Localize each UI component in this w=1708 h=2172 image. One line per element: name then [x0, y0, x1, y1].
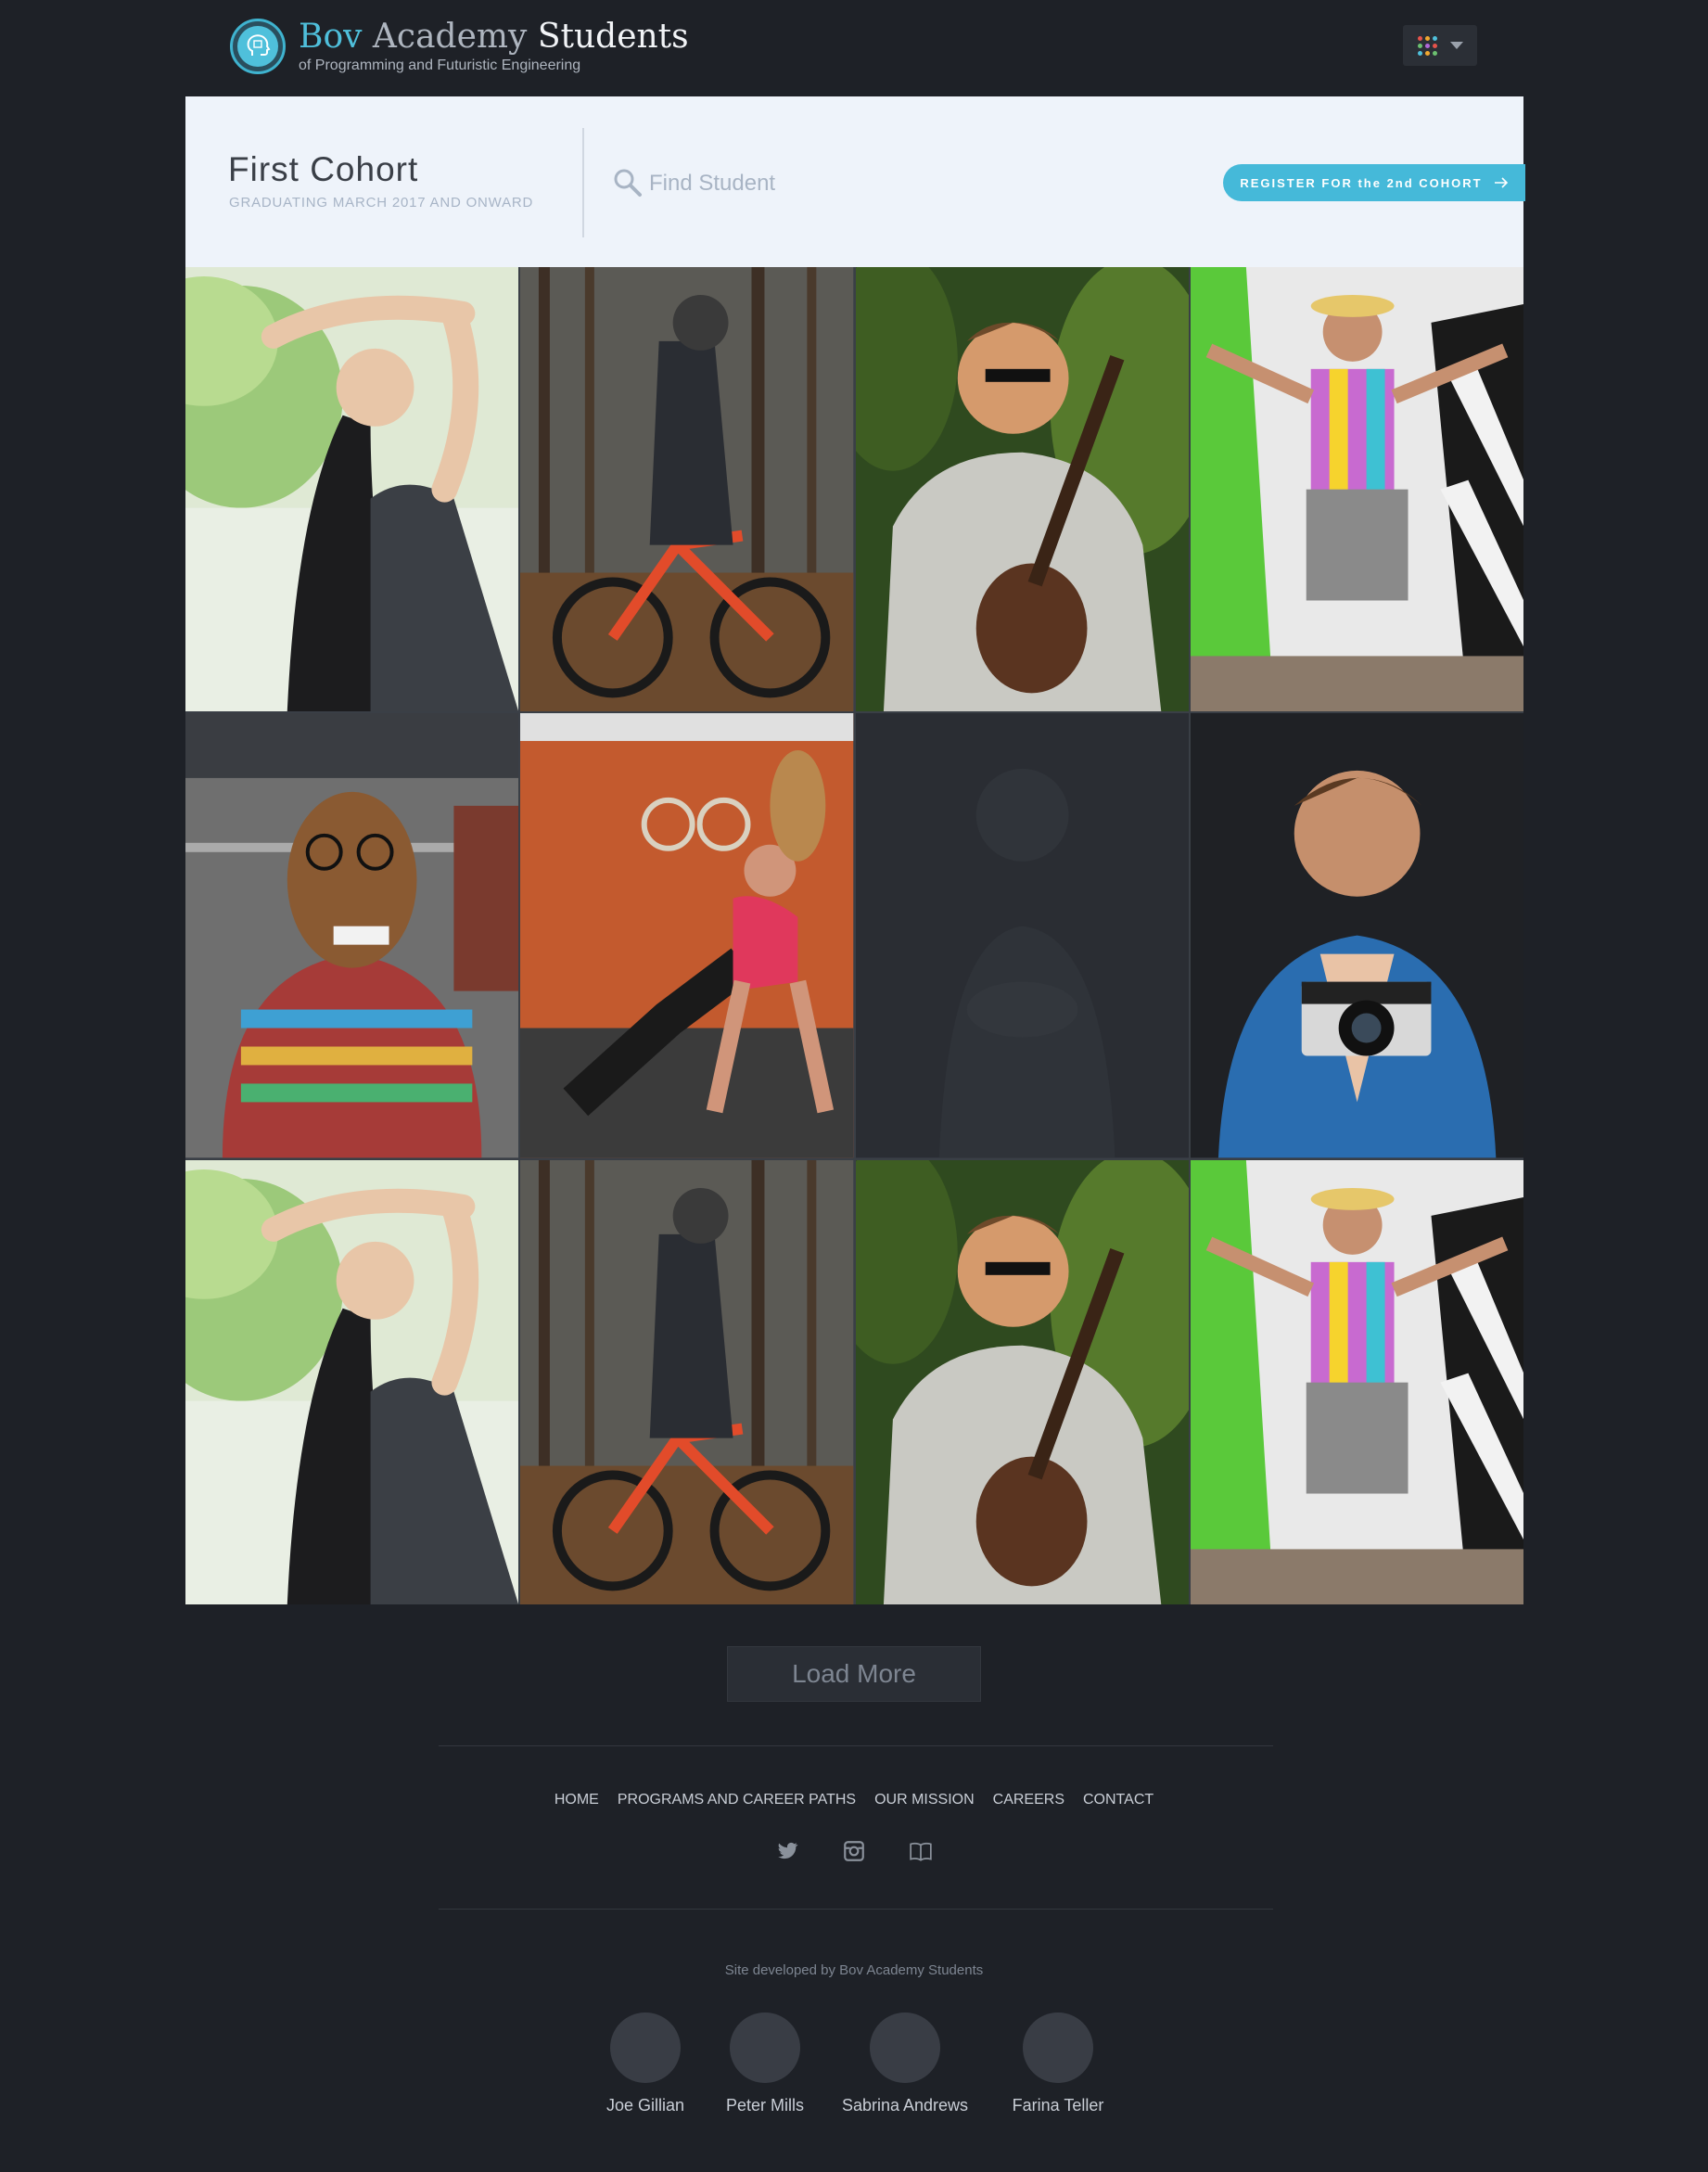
load-more-button[interactable]: Load More	[727, 1646, 981, 1702]
panel-divider	[582, 128, 584, 237]
costume-man-photo	[1190, 267, 1523, 712]
student-photo-tile[interactable]	[520, 1159, 854, 1604]
woman-stretching-photo	[185, 267, 519, 712]
student-photo-tile[interactable]	[1190, 1159, 1523, 1604]
register-button-label: REGISTER FOR the 2nd COHORT	[1240, 175, 1483, 190]
brand-academy: Academy	[372, 18, 528, 56]
brand-students: Students	[537, 18, 689, 56]
student-photo-tile[interactable]	[855, 267, 1189, 712]
ukulele-player-photo	[855, 267, 1189, 712]
avatar	[610, 2012, 681, 2083]
horse-mask-photo	[185, 713, 519, 1158]
developer-name: Joe Gillian	[605, 2096, 685, 2115]
developer-name: Farina Teller	[1012, 2096, 1104, 2115]
student-photo-tile[interactable]	[855, 713, 1189, 1158]
costume-man-photo	[1190, 1159, 1523, 1604]
apps-menu-button[interactable]	[1403, 25, 1477, 66]
register-button[interactable]: REGISTER FOR the 2nd COHORT	[1223, 164, 1525, 201]
developer-card[interactable]: Sabrina Andrews	[831, 2012, 979, 2115]
twitter-icon[interactable]	[775, 1839, 799, 1863]
footer-nav: HOME PROGRAMS AND CAREER PATHS OUR MISSI…	[0, 1792, 1708, 1808]
head-circuit-icon[interactable]	[230, 19, 286, 74]
apps-grid-icon	[1417, 35, 1437, 56]
book-icon[interactable]	[909, 1839, 933, 1863]
student-photo-grid	[185, 267, 1523, 1604]
camera-man-photo	[1190, 713, 1523, 1158]
developer-name: Sabrina Andrews	[841, 2096, 969, 2115]
cohort-title: First Cohort	[228, 150, 419, 188]
footer-nav-contact[interactable]: CONTACT	[1083, 1792, 1154, 1808]
cohort-subtitle: GRADUATING MARCH 2017 AND ONWARD	[229, 195, 534, 211]
avatar	[730, 2012, 800, 2083]
student-search-input[interactable]	[649, 160, 1020, 208]
developer-card[interactable]: Farina Teller	[984, 2012, 1132, 2115]
social-links	[0, 1839, 1708, 1863]
site-header: Bov Academy Students of Programming and …	[0, 0, 1708, 96]
developer-name: Peter Mills	[725, 2096, 804, 2115]
developer-card[interactable]: Joe Gillian	[571, 2012, 720, 2115]
developer-card[interactable]: Peter Mills	[691, 2012, 839, 2115]
site-credit: Site developed by Bov Academy Students	[724, 1962, 984, 1978]
pushup-gym-photo	[520, 713, 854, 1158]
mountain-biker-photo	[520, 1159, 854, 1604]
brand[interactable]: Bov Academy Students of Programming and …	[299, 17, 689, 74]
chevron-down-icon	[1449, 42, 1463, 49]
footer-nav-careers[interactable]: CAREERS	[992, 1792, 1064, 1808]
student-photo-tile[interactable]	[185, 713, 519, 1158]
student-photo-tile[interactable]	[185, 1159, 519, 1604]
footer-nav-programs[interactable]: PROGRAMS AND CAREER PATHS	[617, 1792, 857, 1808]
mountain-biker-photo	[520, 267, 854, 712]
student-photo-tile[interactable]	[520, 267, 854, 712]
avatar	[1023, 2012, 1093, 2083]
avatar	[870, 2012, 940, 2083]
ukulele-player-photo	[855, 1159, 1189, 1604]
student-photo-tile[interactable]	[855, 1159, 1189, 1604]
student-photo-tile[interactable]	[1190, 713, 1523, 1158]
brand-bov: Bov	[299, 18, 363, 56]
instagram-icon[interactable]	[842, 1839, 866, 1863]
arrow-right-icon	[1494, 177, 1508, 188]
footer-nav-home[interactable]: HOME	[554, 1792, 599, 1808]
dim-placeholder-photo	[855, 713, 1189, 1158]
woman-stretching-photo	[185, 1159, 519, 1604]
footer-divider-bottom	[439, 1909, 1273, 1910]
student-photo-tile[interactable]	[1190, 267, 1523, 712]
student-photo-tile[interactable]	[520, 713, 854, 1158]
student-photo-tile[interactable]	[185, 267, 519, 712]
search-icon	[614, 169, 642, 197]
footer-divider-top	[439, 1745, 1273, 1746]
brand-subtitle: of Programming and Futuristic Engineerin…	[299, 57, 581, 73]
footer-nav-mission[interactable]: OUR MISSION	[874, 1792, 975, 1808]
cohort-panel: First Cohort GRADUATING MARCH 2017 AND O…	[185, 96, 1525, 267]
